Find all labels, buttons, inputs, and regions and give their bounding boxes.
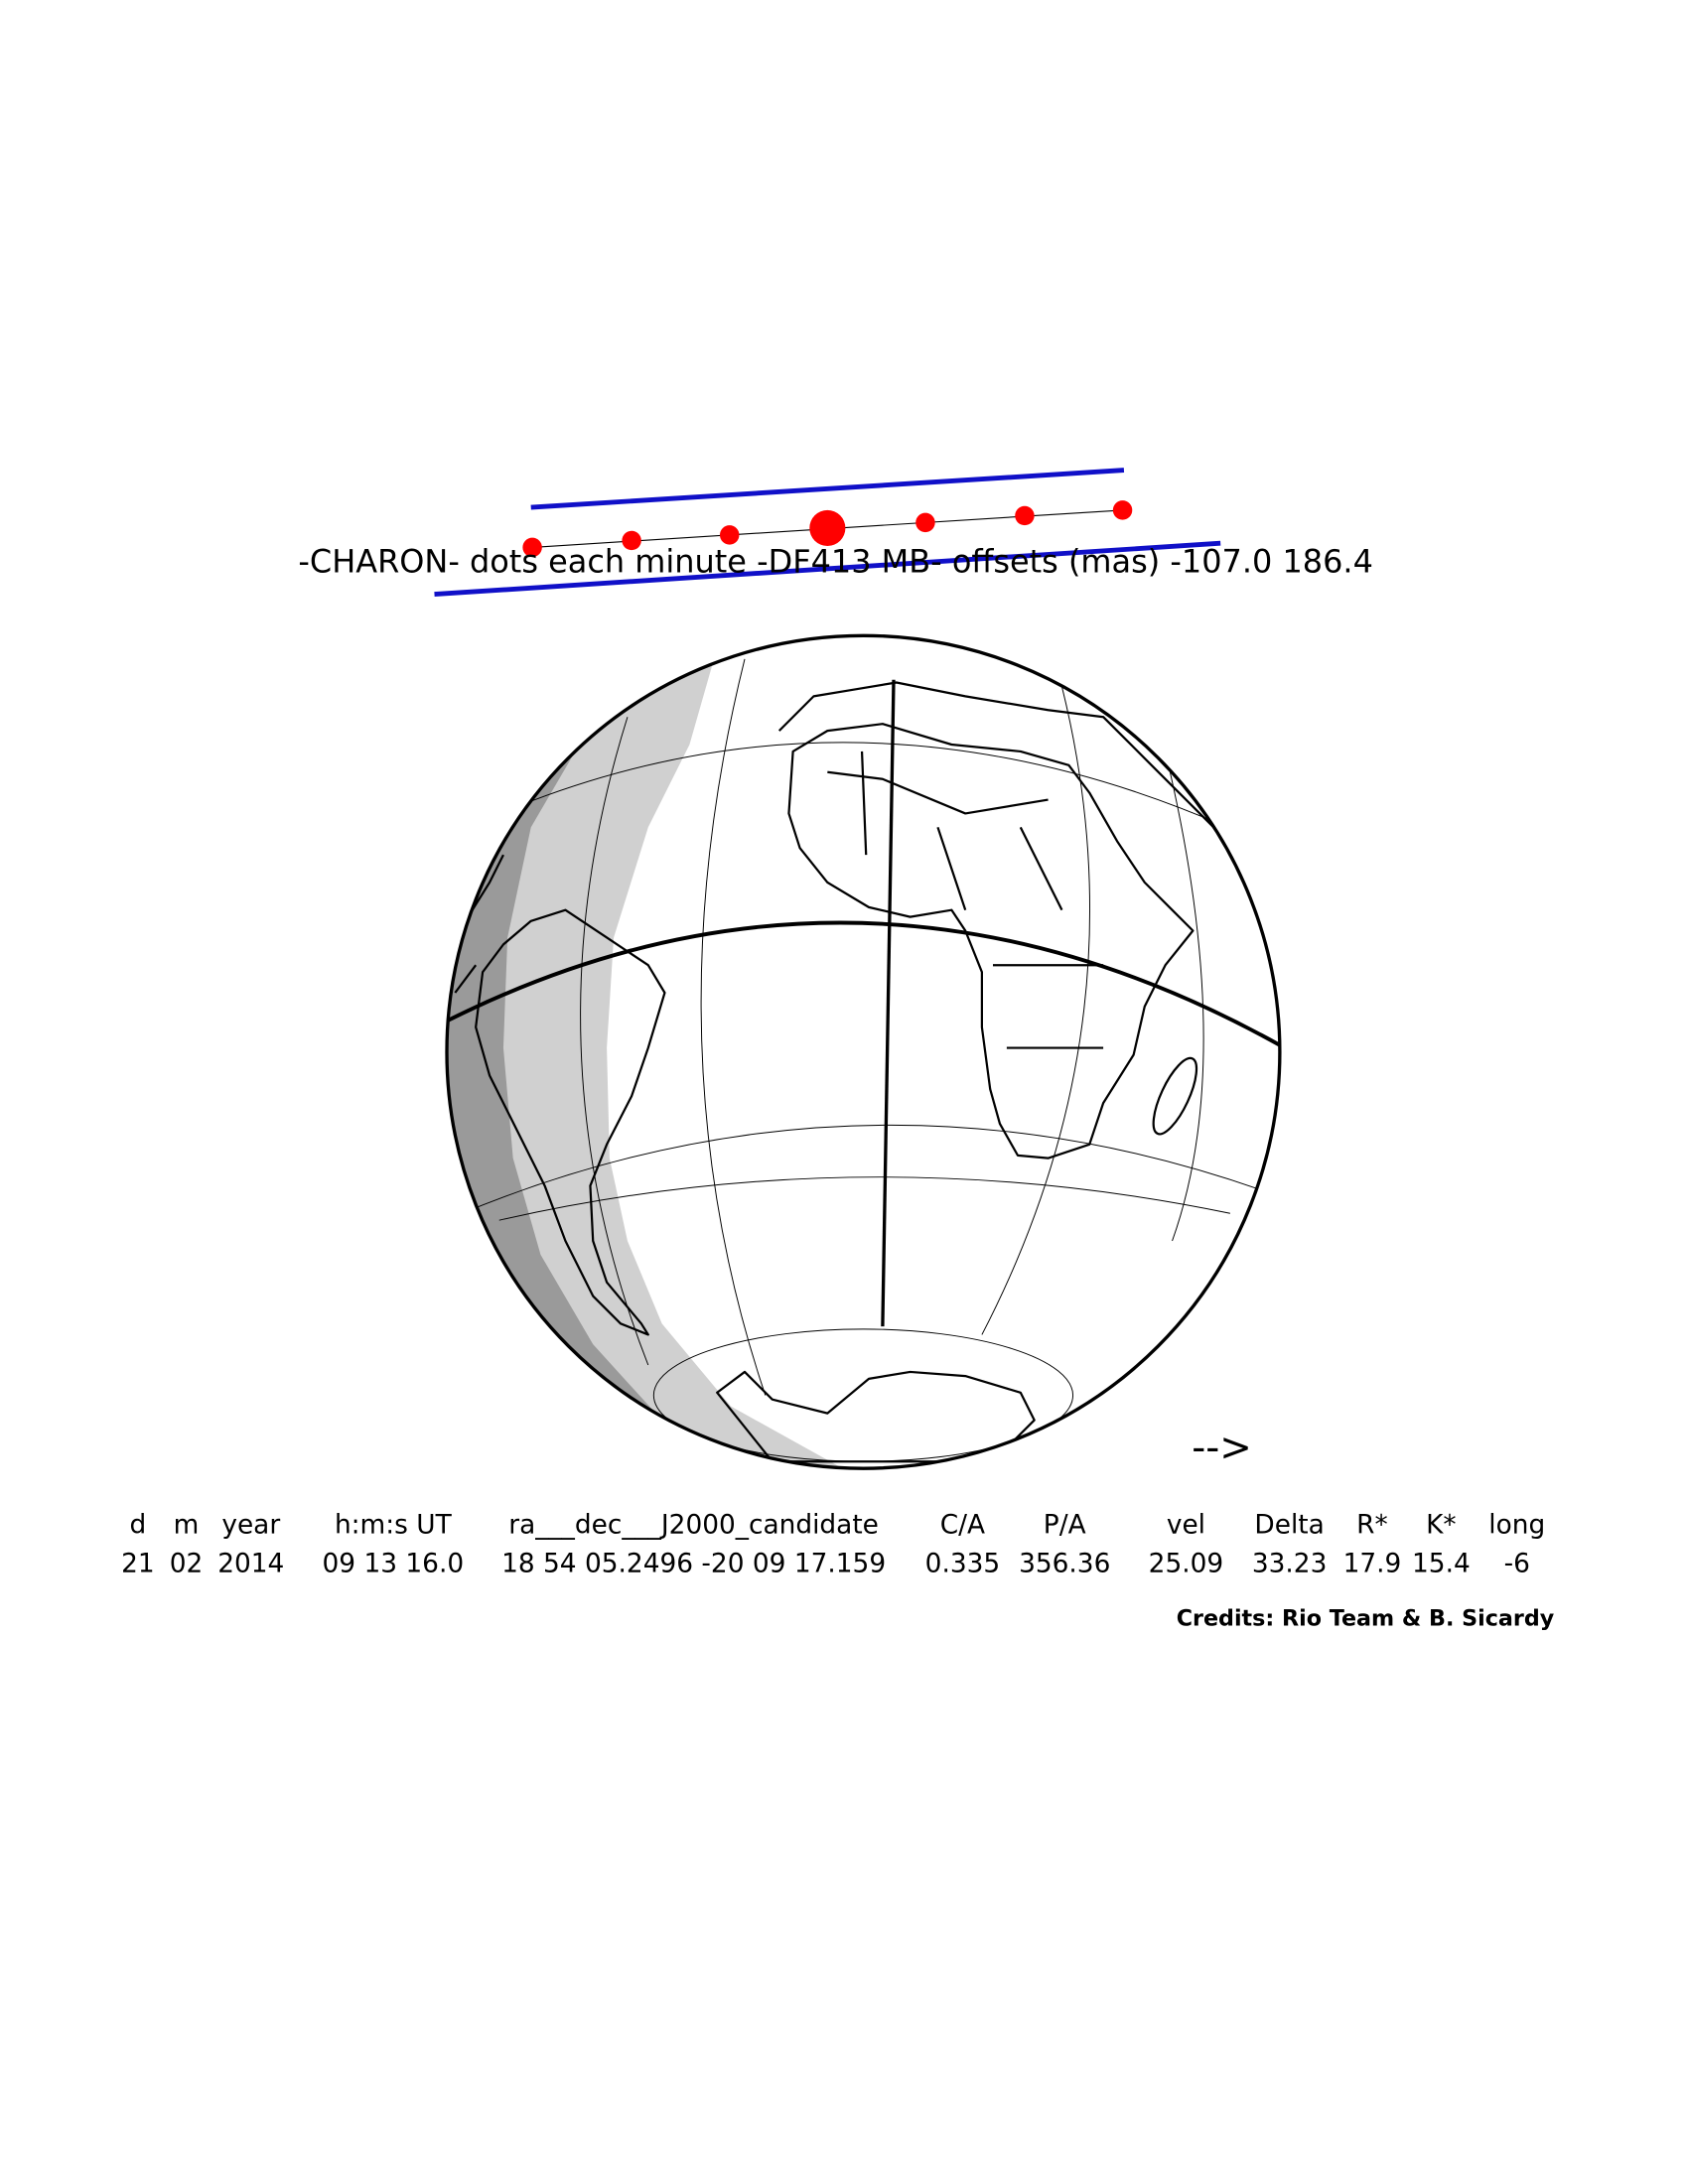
table-header: R* xyxy=(1356,1510,1388,1540)
table-header: vel xyxy=(1167,1510,1205,1540)
table-cell: 33.23 xyxy=(1252,1549,1328,1578)
event-table: d m year h:m:s UT ra___dec___J2000_candidate… xyxy=(121,1510,1545,1578)
table-cell: 0.335 xyxy=(925,1549,1001,1578)
table-cell: 18 54 05.2496 -20 09 17.159 xyxy=(501,1549,886,1578)
table-header: year xyxy=(221,1510,280,1540)
table-cell: 02 xyxy=(170,1549,204,1578)
table-header: P/A xyxy=(1044,1510,1086,1540)
map-title: -CHARON- dots each minute -DF413 MB- off… xyxy=(298,542,1373,580)
table-cell: 2014 xyxy=(217,1549,284,1578)
table-cell: 356.36 xyxy=(1019,1549,1110,1578)
credits: Credits: Rio Team & B. Sicardy xyxy=(1177,1606,1555,1632)
table-cell: 15.4 xyxy=(1412,1549,1471,1578)
globe xyxy=(445,633,1282,1470)
shadow-limit xyxy=(530,468,1125,510)
table-header: Delta xyxy=(1254,1510,1324,1540)
south-america xyxy=(475,908,666,1336)
table-cell: -6 xyxy=(1504,1549,1530,1578)
table-header: ra___dec___J2000_candidate xyxy=(508,1510,879,1540)
africa xyxy=(787,723,1195,1160)
minute-dots xyxy=(522,500,1133,558)
direction-arrow: --> xyxy=(1192,1426,1252,1470)
table-header: h:m:s UT xyxy=(335,1510,453,1540)
europe xyxy=(777,681,1215,829)
table-cell: 21 xyxy=(121,1549,155,1578)
table-header: C/A xyxy=(940,1510,985,1540)
shadow-limit xyxy=(434,540,1221,598)
table-cell: 25.09 xyxy=(1149,1549,1224,1578)
table-header: K* xyxy=(1426,1510,1456,1540)
table-header: long xyxy=(1488,1510,1545,1540)
table-cell: 17.9 xyxy=(1343,1549,1402,1578)
table-header: m xyxy=(174,1510,200,1540)
table-cell: 09 13 16.0 xyxy=(323,1549,465,1578)
table-header: d xyxy=(130,1510,147,1540)
